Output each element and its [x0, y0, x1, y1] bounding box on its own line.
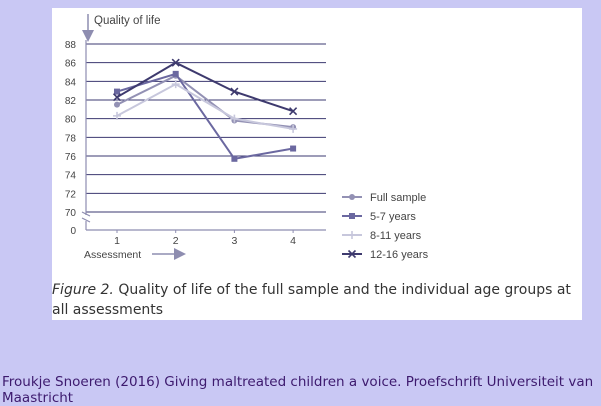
x-tick-label: 2: [173, 235, 179, 247]
data-point: [171, 80, 180, 89]
data-point: [112, 93, 122, 102]
caption-text: Quality of life of the full sample and t…: [52, 282, 571, 318]
x-axis-label: Assessment: [84, 249, 141, 261]
data-point: [230, 87, 239, 96]
data-point: [348, 231, 356, 239]
y-tick-label: 72: [65, 189, 77, 200]
legend-label: 12-16 years: [370, 249, 429, 261]
y-tick-label: 88: [65, 40, 77, 51]
series-12-16-years: [112, 58, 298, 116]
y-tick-label: 74: [65, 171, 77, 182]
legend-label: 5-7 years: [370, 211, 416, 223]
y-tick-label: 70: [65, 208, 77, 219]
legend-item: 12-16 years: [342, 249, 429, 261]
y-tick-label: 0: [70, 226, 76, 237]
data-point: [290, 145, 297, 152]
data-point: [349, 213, 355, 219]
legend-item: 5-7 years: [342, 211, 416, 223]
series-line: [116, 82, 294, 130]
y-tick-label: 76: [65, 152, 77, 163]
figure-label: Figure 2.: [52, 282, 114, 298]
figure-caption: Figure 2. Quality of life of the full sa…: [52, 280, 577, 320]
series-line: [116, 72, 294, 160]
legend-label: Full sample: [370, 192, 426, 204]
figure-panel: 0 70 72 74 76 78 80 82 84 86 88 Quality of life 1 2 3 4…: [52, 8, 582, 320]
data-point: [347, 249, 357, 259]
line-chart: 0 70 72 74 76 78 80 82 84 86 88 Quality of life 1 2 3 4…: [65, 14, 429, 261]
y-tick-label: 84: [65, 77, 77, 88]
data-point: [349, 194, 355, 200]
data-point: [114, 88, 120, 95]
series-line: [116, 61, 294, 113]
data-point: [289, 107, 298, 116]
data-point: [114, 101, 120, 108]
x-tick-label: 1: [114, 235, 120, 247]
x-tick-label: 3: [231, 235, 237, 247]
y-axis-label: Quality of life: [94, 15, 160, 27]
y-tick-label: 80: [65, 115, 77, 126]
data-point: [172, 70, 179, 77]
legend-item: Full sample: [342, 192, 426, 204]
y-tick-label: 78: [65, 133, 77, 144]
data-point: [171, 58, 180, 67]
data-point: [289, 124, 298, 133]
data-point: [113, 111, 121, 120]
series-5-7-years: [114, 70, 297, 162]
axis-break-icon: [81, 211, 91, 223]
legend-item: 8-11 years: [342, 230, 422, 242]
data-point: [230, 114, 239, 123]
y-tick-label: 86: [65, 59, 77, 70]
data-point: [231, 155, 238, 162]
source-credit: Froukje Snoeren (2016) Giving maltreated…: [2, 374, 594, 406]
x-tick-label: 4: [290, 235, 296, 247]
legend-label: 8-11 years: [370, 230, 422, 242]
series-8-11-years: [113, 80, 298, 133]
y-tick-label: 82: [65, 96, 77, 107]
